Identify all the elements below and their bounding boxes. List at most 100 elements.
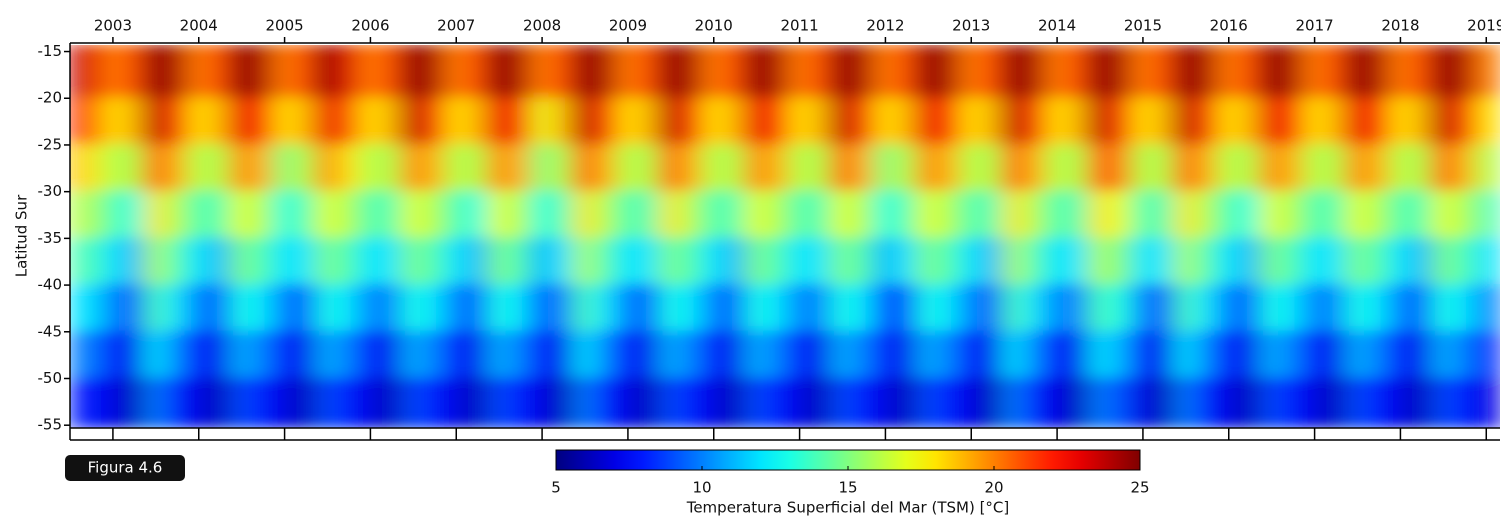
cell	[1088, 284, 1112, 333]
cell	[938, 330, 962, 380]
cell	[938, 377, 962, 428]
cell	[487, 377, 511, 428]
cell	[1453, 190, 1477, 240]
cell	[830, 97, 855, 146]
cell	[873, 45, 898, 100]
cell	[916, 190, 941, 240]
cell	[573, 97, 597, 146]
cell	[551, 190, 576, 240]
cell	[165, 97, 190, 146]
cell	[723, 330, 747, 380]
cell	[1152, 284, 1177, 333]
cell	[1259, 330, 1284, 380]
cell	[251, 237, 275, 287]
cell	[1259, 97, 1284, 146]
cell	[1131, 97, 1155, 146]
cell	[873, 377, 898, 428]
cell	[1152, 377, 1177, 428]
cell	[401, 237, 426, 287]
cell	[251, 45, 275, 100]
cell	[187, 237, 211, 287]
cell	[959, 143, 983, 193]
cell	[208, 330, 232, 380]
cell	[272, 97, 297, 146]
cell	[1324, 237, 1348, 287]
cell	[1131, 377, 1155, 428]
cell	[70, 284, 82, 333]
cell	[487, 330, 511, 380]
cell	[959, 190, 983, 240]
cell	[423, 143, 447, 193]
cell	[980, 237, 1005, 287]
y-axis-label: Latitud Sur	[13, 194, 31, 277]
cell	[272, 330, 297, 380]
cell	[616, 377, 640, 428]
cell	[508, 237, 533, 287]
cell	[744, 190, 769, 240]
cell	[144, 330, 168, 380]
x-tick-label: 2015	[1124, 17, 1162, 35]
cell	[830, 237, 855, 287]
cell	[423, 284, 447, 333]
badge	[65, 455, 185, 481]
cell	[165, 377, 190, 428]
cell	[702, 284, 726, 333]
cell	[465, 45, 490, 100]
cell	[423, 97, 447, 146]
cell	[1088, 143, 1112, 193]
cell	[122, 377, 147, 428]
badge-text: Figura 4.6	[88, 459, 163, 477]
cell	[70, 45, 82, 100]
cell	[358, 97, 383, 146]
cell	[70, 190, 82, 240]
cell	[1131, 237, 1155, 287]
cell	[659, 45, 683, 100]
cell	[1131, 143, 1155, 193]
cell	[1217, 97, 1241, 146]
cell	[272, 143, 297, 193]
cell	[272, 45, 297, 100]
cell	[830, 190, 855, 240]
cell	[1410, 330, 1434, 380]
cell	[594, 190, 619, 240]
cell	[830, 143, 855, 193]
cell	[1410, 190, 1434, 240]
cell	[465, 143, 490, 193]
cell	[208, 143, 232, 193]
x-tick-label: 2010	[695, 17, 733, 35]
cell	[1109, 377, 1134, 428]
cell	[1066, 97, 1091, 146]
cell	[358, 45, 383, 100]
cell	[70, 377, 82, 428]
cell	[101, 377, 125, 428]
cell	[809, 45, 833, 100]
cell	[465, 237, 490, 287]
cell	[1474, 97, 1500, 146]
cell	[852, 284, 876, 333]
cell	[1431, 377, 1456, 428]
cell	[702, 97, 726, 146]
cell	[1088, 330, 1112, 380]
cell	[1238, 377, 1262, 428]
cell	[637, 237, 662, 287]
cell	[208, 190, 232, 240]
cell	[1045, 45, 1069, 100]
x-tick-label: 2012	[866, 17, 904, 35]
x-tick-label: 2007	[437, 17, 475, 35]
cell	[680, 45, 705, 100]
cell	[594, 330, 619, 380]
cell	[1238, 330, 1262, 380]
cell	[1217, 143, 1241, 193]
cell	[1195, 237, 1220, 287]
cell	[873, 284, 898, 333]
cell	[1259, 284, 1284, 333]
cell	[1302, 377, 1327, 428]
cell	[401, 377, 426, 428]
cell	[1174, 237, 1198, 287]
cell	[1152, 45, 1177, 100]
cell	[573, 143, 597, 193]
cell	[938, 190, 962, 240]
cell	[637, 97, 662, 146]
cell	[1066, 237, 1091, 287]
cell	[251, 143, 275, 193]
